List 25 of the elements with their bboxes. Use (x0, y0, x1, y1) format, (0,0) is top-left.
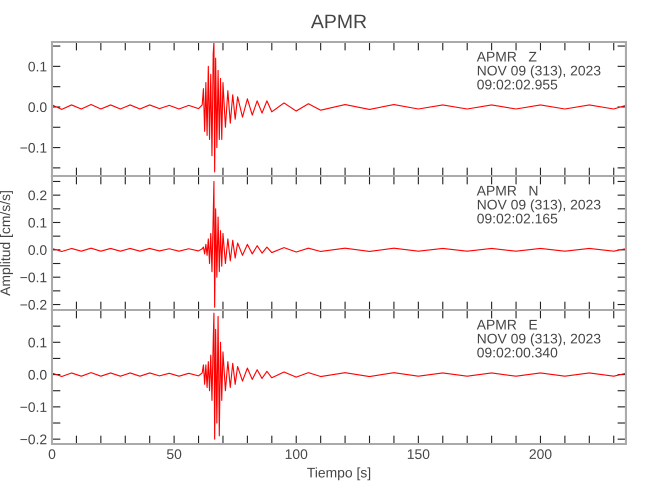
y-tick-label: 0.1 (28, 338, 46, 348)
y-tick-label: 0.0 (28, 245, 47, 256)
annotation: APMR E NOV 09 (313), 2023 09:02:00.340 (476, 320, 600, 358)
y-tick-label: −0.1 (20, 142, 46, 153)
y-tick-label: −0.2 (20, 434, 46, 444)
x-tick-label: 50 (166, 449, 182, 460)
annotation: APMR Z NOV 09 (313), 2023 09:02:02.955 (476, 52, 600, 90)
y-axis-title: Amplitud [cm/s/s] (0, 191, 13, 296)
y-tick-label: −0.1 (20, 402, 46, 412)
chart-title: APMR (310, 14, 366, 28)
line-series (52, 180, 626, 308)
x-tick-label: 150 (408, 449, 430, 460)
y-tick-label: 0.1 (28, 62, 46, 72)
y-tick-label: −0.2 (20, 300, 46, 310)
x-tick-label: 0 (48, 449, 56, 460)
annotation: APMR N NOV 09 (313), 2023 09:02:02.165 (476, 186, 600, 224)
x-axis-title: Tiempo [s] (307, 467, 370, 480)
y-tick-label: −0.1 (20, 272, 46, 282)
y-tick-label: 0.1 (28, 218, 46, 228)
y-tick-label: 0.0 (28, 370, 47, 380)
x-tick-label: 200 (530, 449, 552, 460)
y-tick-label: 0.0 (28, 102, 47, 112)
y-tick-label: 0.2 (28, 190, 46, 200)
x-tick-label: 100 (286, 449, 308, 460)
line-series (52, 312, 626, 440)
